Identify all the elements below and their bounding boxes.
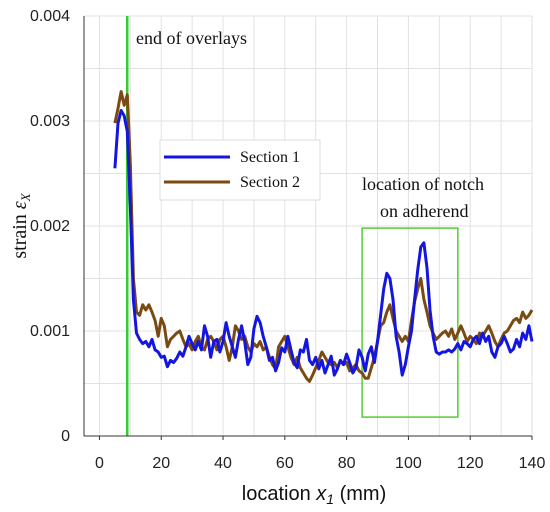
y-tick-label: 0 — [61, 428, 70, 445]
series-lines — [113, 90, 534, 383]
y-tick-labels: 0 0.001 0.002 0.003 0.004 — [30, 8, 70, 445]
x-axis-label: location x1 (mm) — [242, 483, 387, 507]
annotation-end-of-overlays: end of overlays — [136, 28, 247, 48]
x-tick-label: 140 — [519, 455, 546, 472]
grid-lines — [84, 15, 533, 437]
x-axis-label-sub: 1 — [326, 491, 334, 507]
x-axis-label-var: x — [315, 483, 327, 505]
legend-label-section-1: Section 1 — [240, 149, 300, 166]
x-tick-label: 80 — [338, 455, 356, 472]
annotation-notch-line1: location of notch — [362, 174, 484, 194]
x-tick-label: 40 — [214, 455, 232, 472]
y-tick-label: 0.001 — [30, 323, 70, 340]
y-tick-label: 0.003 — [30, 113, 70, 130]
series-line-section-2 — [113, 90, 534, 383]
y-axis-label-var: ε — [9, 201, 31, 209]
x-tick-label: 100 — [395, 455, 422, 472]
notch-location-box — [361, 227, 459, 418]
x-tick-label: 120 — [457, 455, 484, 472]
legend: Section 1 Section 2 — [159, 139, 321, 201]
y-axis-label-main: strain — [9, 209, 31, 258]
notch-box-rect — [361, 227, 459, 418]
legend-box — [159, 139, 321, 201]
x-axis-label-unit: (mm) — [334, 483, 386, 505]
y-axis-label: strain εX — [9, 192, 33, 258]
annotation-notch-line2: on adherend — [380, 201, 468, 221]
x-tick-label: 20 — [152, 455, 170, 472]
x-tick-label: 60 — [276, 455, 294, 472]
x-tick-labels: 0 20 40 60 80 100 120 140 — [95, 436, 545, 472]
axes — [83, 16, 532, 437]
y-tick-label: 0.002 — [30, 218, 70, 235]
x-axis-label-main: location — [242, 483, 317, 505]
y-tick-label: 0.004 — [30, 8, 70, 25]
series-line-section-1 — [113, 109, 534, 377]
legend-label-section-2: Section 2 — [240, 174, 300, 191]
x-tick-label: 0 — [95, 455, 104, 472]
y-axis-label-sub: X — [18, 192, 33, 202]
